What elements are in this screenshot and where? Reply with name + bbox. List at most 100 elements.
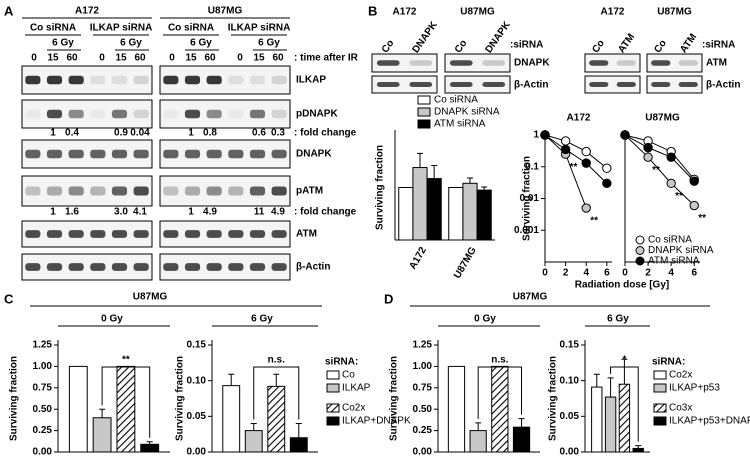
blot-band: [111, 263, 128, 271]
bar: [604, 396, 617, 453]
legend-swatch: [326, 403, 340, 413]
data-point: [643, 142, 653, 153]
blot: [159, 253, 291, 281]
y-tick-label: 0.25: [413, 425, 433, 436]
bar: [512, 426, 531, 453]
fold-change: 0.3: [271, 128, 285, 139]
x-tick-label: 4: [668, 268, 674, 279]
blot-band: [482, 60, 506, 66]
dose-label: 6 Gy: [120, 38, 142, 49]
bar: [140, 443, 160, 453]
blot-band: [206, 109, 222, 119]
blot-band: [25, 109, 41, 119]
significance: **: [590, 216, 598, 227]
x-tick-label: 2: [563, 268, 569, 279]
x-tick-label: 6: [604, 268, 610, 279]
blot-band: [68, 263, 84, 271]
bar: [412, 167, 428, 241]
error-bar: [228, 373, 235, 386]
bar: [447, 365, 466, 453]
blot-band: [678, 60, 698, 66]
blot-band: [46, 149, 63, 159]
significance: n.s.: [268, 355, 285, 366]
blot-band: [228, 263, 244, 271]
cell-line: U87MG: [208, 6, 243, 17]
legend-title: siRNA:: [652, 357, 685, 368]
cell-line: A172: [601, 7, 625, 18]
y-axis-title: Surviving fraction: [389, 356, 400, 441]
blot-band: [133, 75, 149, 85]
y-tick-label: 1: [533, 130, 539, 141]
blot-band: [616, 60, 636, 66]
axis-note: : fold change: [294, 128, 357, 139]
significance-bracket: [101, 366, 151, 438]
blot-band: [163, 109, 179, 119]
blot-band: [249, 75, 266, 85]
error-bar: [273, 373, 280, 387]
blot: [21, 99, 153, 129]
data-point: [666, 152, 676, 162]
blot-band: [271, 149, 287, 159]
x-tick-label: U87MG: [452, 245, 479, 281]
data-point: [560, 136, 571, 146]
bar: [398, 187, 414, 241]
y-tick-label: 0.00: [187, 447, 207, 458]
panel-label: A: [4, 3, 14, 18]
panel-label: B: [368, 3, 377, 18]
blot-band: [449, 81, 473, 88]
legend-swatch: [653, 416, 667, 426]
blot-band: [228, 149, 244, 159]
blot-band: [25, 186, 41, 196]
fold-change: 0.6: [252, 128, 266, 139]
error-bar: [635, 445, 642, 449]
blot-band: [449, 60, 473, 66]
blot-band: [206, 230, 222, 238]
fold-change: 4.9: [271, 207, 285, 218]
blot-band: [409, 81, 433, 88]
y-axis-title: Surviving fraction: [175, 356, 186, 441]
y-tick-label: 1.00: [413, 361, 433, 372]
blot-band: [249, 263, 266, 271]
y-tick-label: 0.75: [413, 382, 433, 393]
chart-title: 0 Gy: [101, 314, 123, 325]
bar: [491, 365, 509, 453]
legend-label: Co3x: [669, 403, 692, 414]
significance: **: [698, 213, 706, 224]
error-bar: [417, 152, 423, 168]
blot: [159, 175, 291, 207]
legend-swatch: [417, 107, 431, 117]
bar: [116, 365, 136, 453]
blot-band: [90, 263, 106, 271]
blot-band: [68, 109, 84, 119]
data-point: [666, 178, 676, 189]
bar: [591, 386, 603, 453]
blot-band: [111, 186, 128, 196]
time: 0: [237, 53, 243, 64]
data-point: [689, 200, 699, 211]
bar: [244, 430, 263, 453]
sirna-label: Co siRNA: [168, 23, 214, 34]
blot-band: [68, 75, 84, 85]
error-bar: [146, 441, 153, 445]
cell-line: A172: [393, 7, 417, 18]
blot-band: [25, 263, 41, 271]
data-point: [581, 203, 591, 213]
axis-note: : fold change: [294, 207, 357, 218]
series-line: [624, 134, 695, 180]
blot-band: [163, 75, 179, 85]
data-point: [602, 163, 612, 173]
fold-change: 0.9: [114, 128, 128, 139]
y-tick-label: 0.10: [560, 375, 580, 386]
bar: [92, 417, 112, 453]
lane-label: Co: [590, 38, 607, 55]
blot-band: [616, 81, 636, 88]
y-tick-label: 0.01: [520, 193, 540, 204]
blot-band: [376, 60, 400, 66]
blot: [21, 175, 153, 207]
time: 15: [47, 53, 59, 64]
blot-band: [271, 263, 287, 271]
chart-title: 0 Gy: [474, 314, 496, 325]
cell-line: U87MG: [460, 7, 495, 18]
legend-label: Co2x: [669, 370, 692, 381]
